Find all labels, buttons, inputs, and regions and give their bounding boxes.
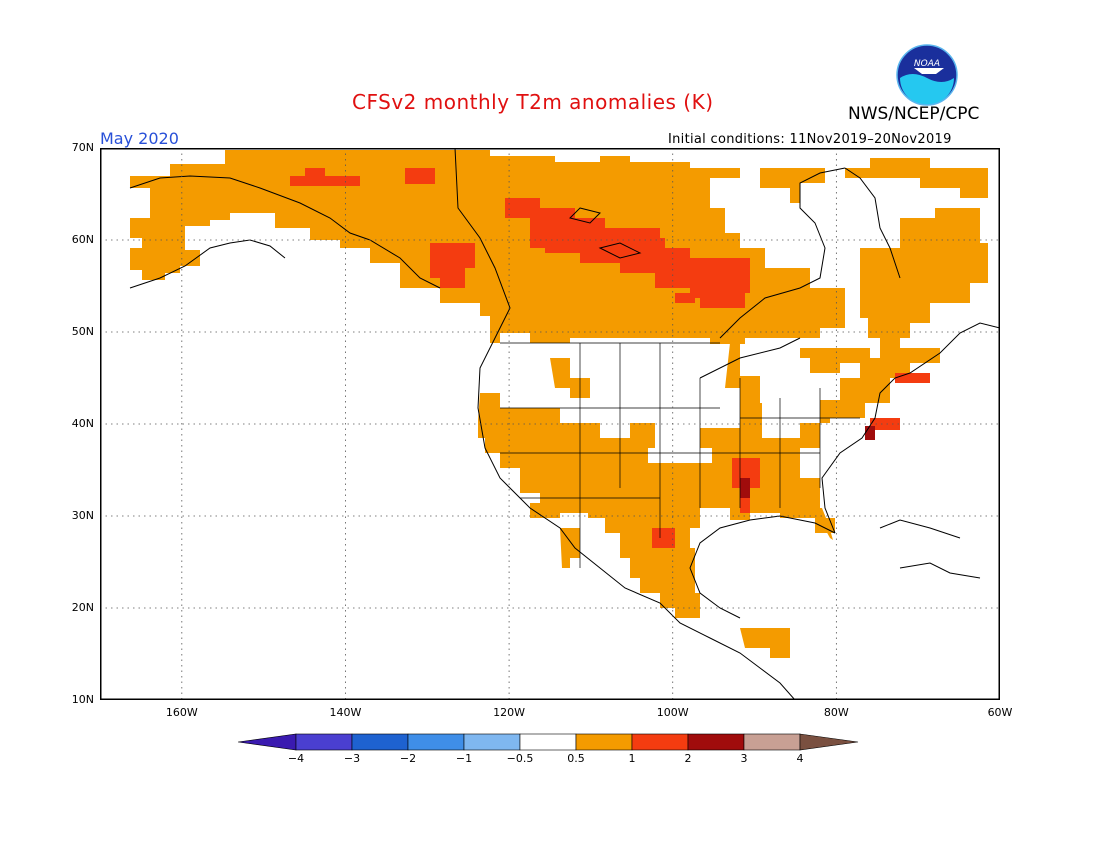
lon-label: 160W xyxy=(165,706,198,719)
colorbar-swatch xyxy=(407,733,465,751)
lat-label: 40N xyxy=(71,417,94,430)
colorbar-tick-label: 4 xyxy=(796,752,804,765)
colorbar xyxy=(238,733,859,751)
colorbar-tick-label: 1 xyxy=(628,752,636,765)
noaa-logo: NOAA xyxy=(896,44,958,106)
initial-conditions: Initial conditions: 11Nov2019–20Nov2019 xyxy=(668,132,952,147)
state-borders xyxy=(500,342,860,568)
lon-label: 140W xyxy=(329,706,362,719)
anomaly-map xyxy=(100,148,1000,700)
lat-label: 50N xyxy=(71,325,94,338)
colorbar-min-arrow xyxy=(238,733,297,751)
colorbar-tick-label: 2 xyxy=(684,752,692,765)
map-title: CFSv2 monthly T2m anomalies (K) xyxy=(352,90,714,114)
svg-text:NOAA: NOAA xyxy=(914,59,940,69)
colorbar-swatch xyxy=(295,733,353,751)
colorbar-tick-label: −2 xyxy=(399,752,417,765)
lon-label: 60W xyxy=(987,706,1013,719)
colorbar-swatch xyxy=(519,733,577,751)
colorbar-tick-label: 3 xyxy=(740,752,748,765)
colorbar-max-arrow xyxy=(799,733,859,751)
graticule xyxy=(100,148,1000,700)
lat-label: 10N xyxy=(71,693,94,706)
colorbar-swatch xyxy=(351,733,409,751)
lat-label: 70N xyxy=(71,141,94,154)
colorbar-swatch xyxy=(631,733,689,751)
colorbar-swatch xyxy=(463,733,521,751)
coastlines xyxy=(129,148,1000,700)
agency-label: NWS/NCEP/CPC xyxy=(848,104,980,124)
colorbar-swatch xyxy=(687,733,745,751)
lat-label: 60N xyxy=(71,233,94,246)
colorbar-tick-label: −1 xyxy=(455,752,473,765)
lat-label: 30N xyxy=(71,509,94,522)
colorbar-tick-label: −3 xyxy=(343,752,361,765)
colorbar-swatch xyxy=(575,733,633,751)
lon-label: 80W xyxy=(823,706,849,719)
colorbar-tick-label: 0.5 xyxy=(567,752,585,765)
anomaly-shading-strong xyxy=(290,168,930,548)
colorbar-tick-label: −4 xyxy=(287,752,305,765)
colorbar-tick-label: −0.5 xyxy=(506,752,534,765)
lon-label: 120W xyxy=(493,706,526,719)
lat-label: 20N xyxy=(71,601,94,614)
lon-label: 100W xyxy=(656,706,689,719)
forecast-month: May 2020 xyxy=(100,129,179,148)
colorbar-swatch xyxy=(743,733,801,751)
